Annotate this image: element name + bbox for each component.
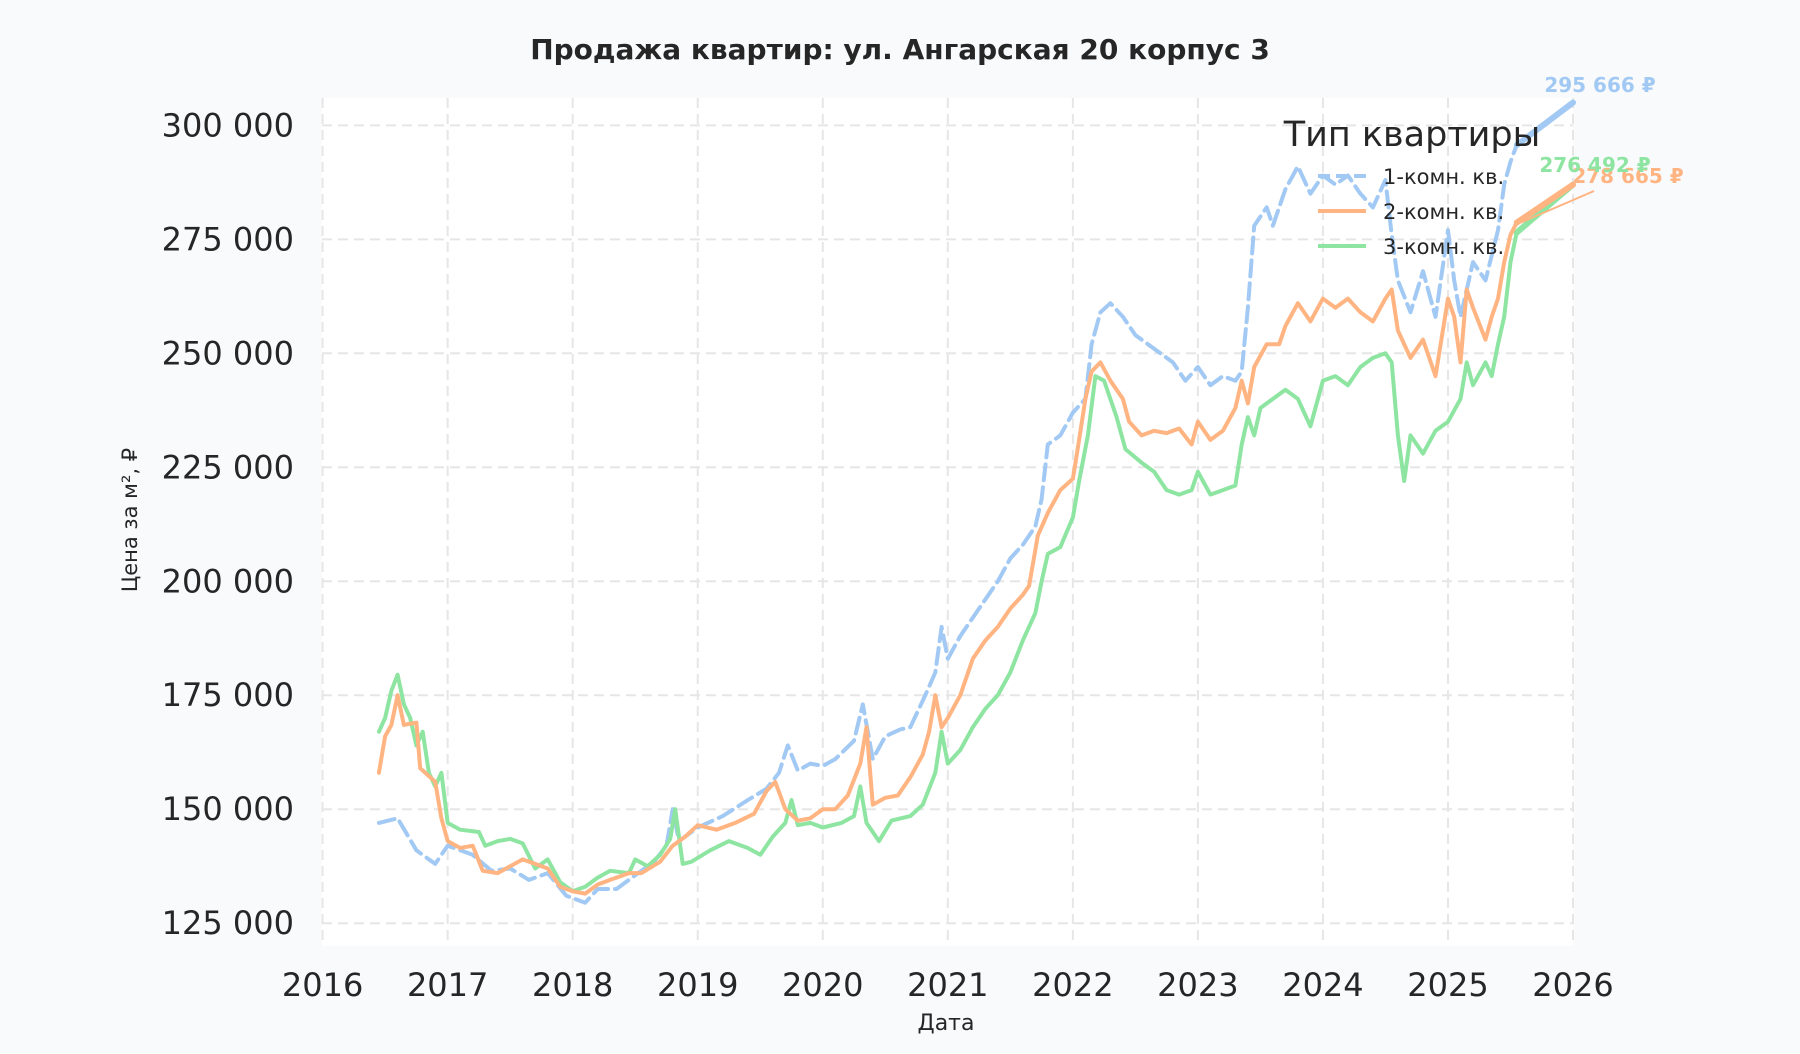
y-tick-label: 150 000 bbox=[162, 790, 294, 828]
forecast-line-2-room bbox=[1513, 181, 1576, 226]
x-tick-label: 2024 bbox=[1282, 966, 1363, 1004]
y-tick-label: 250 000 bbox=[162, 334, 294, 372]
y-tick-label: 125 000 bbox=[162, 904, 294, 942]
x-tick-label: 2022 bbox=[1032, 966, 1113, 1004]
legend-label-2-room: 2-комн. кв. bbox=[1383, 200, 1504, 224]
x-axis: 2016 2017 2018 2019 2020 2021 2022 2023 2024 2025… bbox=[282, 966, 1614, 1004]
y-tick-label: 175 000 bbox=[162, 676, 294, 714]
legend-label-1-room: 1-комн. кв. bbox=[1383, 165, 1504, 189]
legend: Тип квартиры 1-комн. кв. 2-комн. кв. 3-ком… bbox=[1283, 115, 1541, 259]
y-tick-label: 200 000 bbox=[162, 562, 294, 600]
x-tick-label: 2025 bbox=[1407, 966, 1488, 1004]
x-tick-label: 2018 bbox=[532, 966, 613, 1004]
end-labels: 295 666 ₽ 278 665 ₽276 492 ₽ bbox=[1520, 73, 1684, 224]
series-line-3-room bbox=[376, 230, 1519, 894]
legend-label-3-room: 3-комн. кв. bbox=[1383, 235, 1504, 259]
legend-title: Тип квартиры bbox=[1283, 115, 1541, 155]
y-tick-label: 275 000 bbox=[162, 220, 294, 258]
x-tick-label: 2016 bbox=[282, 966, 363, 1004]
series-lines bbox=[376, 99, 1576, 905]
grid bbox=[321, 98, 1574, 946]
chart-title: Продажа квартир: ул. Ангарская 20 корпус… bbox=[530, 33, 1270, 66]
x-tick-label: 2020 bbox=[782, 966, 863, 1004]
end-label-3-room: 276 492 ₽ bbox=[1539, 153, 1650, 177]
x-tick-label: 2023 bbox=[1157, 966, 1238, 1004]
x-tick-label: 2021 bbox=[907, 966, 988, 1004]
x-tick-label: 2026 bbox=[1532, 966, 1613, 1004]
end-label-connector bbox=[1520, 190, 1595, 224]
y-tick-label: 300 000 bbox=[162, 106, 294, 144]
forecast-line-1-room bbox=[1513, 99, 1576, 149]
series-line-2-room bbox=[376, 220, 1519, 896]
x-axis-label: Дата bbox=[918, 1011, 975, 1036]
x-tick-label: 2017 bbox=[407, 966, 488, 1004]
end-label-1-room: 295 666 ₽ bbox=[1544, 73, 1655, 97]
x-tick-label: 2019 bbox=[657, 966, 738, 1004]
y-tick-label: 225 000 bbox=[162, 448, 294, 486]
y-axis: 125 000 150 000 175 000 200 000 225 000 250 0… bbox=[162, 106, 294, 942]
end-label-2-room: 278 665 ₽ bbox=[1572, 164, 1683, 188]
y-axis-label: Цена за м², ₽ bbox=[118, 448, 142, 592]
